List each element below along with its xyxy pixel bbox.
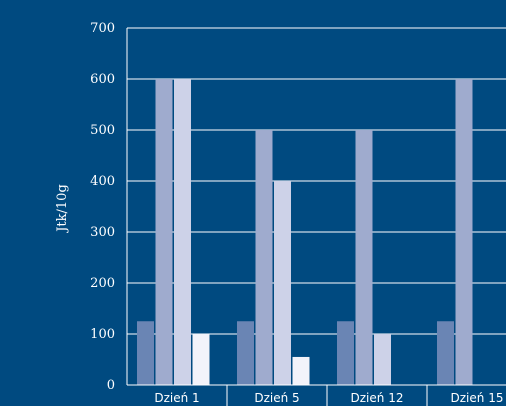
bar [455,79,473,385]
y-axis-label: Jtk/10g [55,184,70,234]
x-category-label: Dzień 15 [451,391,504,405]
bar [355,130,373,385]
bars [137,79,473,385]
y-tick-label: 700 [90,21,115,36]
bar [437,321,454,385]
x-category-label: Dzień 12 [351,391,404,405]
bar [192,334,210,385]
labels: 0 100 200 300 400 500 600 700 Dzień 1 Dzień 5 Dzie… [90,21,503,405]
y-tick-label: 600 [90,72,115,87]
y-tick-label: 300 [90,225,115,240]
bar [155,79,173,385]
bar [137,321,154,385]
y-tick-label: 0 [107,378,115,393]
bar [255,130,273,385]
y-tick-label: 100 [90,327,115,342]
y-tick-label: 400 [90,174,115,189]
bar [374,334,391,385]
bar [337,321,354,385]
bar [274,181,291,385]
bar [292,356,310,385]
bar [174,79,191,385]
bar [237,321,254,385]
x-category-label: Dzień 5 [254,391,299,405]
y-tick-label: 200 [90,276,115,291]
axes [126,28,506,406]
y-tick-label: 500 [90,123,115,138]
x-category-label: Dzień 1 [154,391,199,405]
